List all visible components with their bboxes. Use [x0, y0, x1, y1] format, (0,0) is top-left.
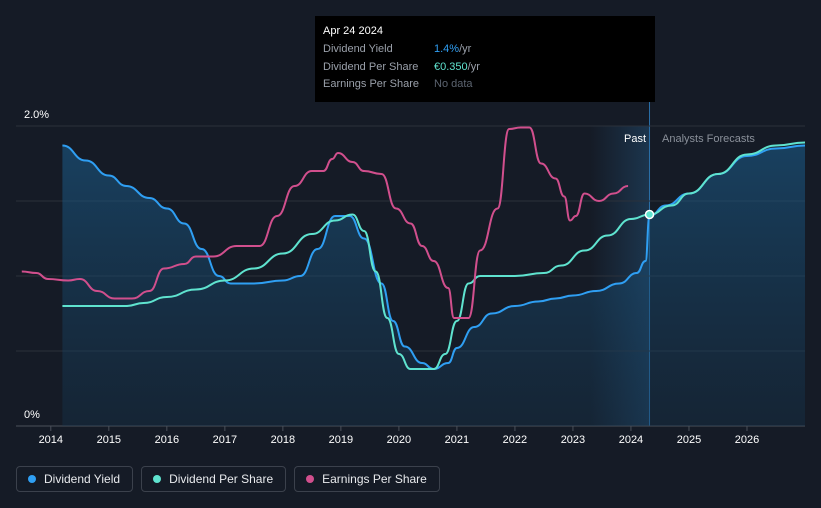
y-tick-bottom: 0% [24, 409, 40, 421]
past-label: Past [624, 133, 646, 145]
dividend-yield-line [62, 144, 806, 371]
tooltip-row-earnings-per-share: Earnings Per Share No data [323, 78, 647, 96]
tooltip-value: €0.350 [434, 60, 468, 73]
legend-dot-icon [28, 475, 36, 483]
x-tick-label: 2026 [735, 434, 759, 446]
dividend-per-share-line [62, 141, 806, 370]
x-tick-label: 2019 [329, 434, 353, 446]
tooltip-date: Apr 24 2024 [323, 25, 383, 37]
tooltip-value: 1.4% [434, 43, 460, 55]
x-tick-label: 2016 [155, 434, 179, 446]
x-tick-label: 2020 [387, 434, 411, 446]
x-tick-label: 2014 [39, 434, 63, 446]
tooltip-label: Earnings Per Share [323, 78, 419, 90]
legend-dot-icon [306, 475, 315, 483]
dividend-yield-area [62, 145, 806, 426]
x-tick-label: 2017 [213, 434, 237, 446]
legend-item-earnings-per-share[interactable]: Earnings Per Share [294, 466, 440, 492]
legend-item-dividend-yield[interactable]: Dividend Yield [16, 466, 134, 492]
tooltip-unit: /yr [459, 43, 472, 55]
x-tick-label: 2018 [271, 434, 295, 446]
x-tick-label: 2022 [503, 434, 527, 446]
forecast-label: Analysts Forecasts [662, 133, 755, 145]
legend-label: Dividend Per Share [169, 472, 274, 486]
x-tick-label: 2015 [97, 434, 121, 446]
tooltip-row-dividend-per-share: Dividend Per Share €0.350 /yr [323, 61, 647, 79]
tooltip-label: Dividend Per Share [323, 60, 419, 73]
x-tick-label: 2025 [677, 434, 701, 446]
x-tick-label: 2024 [619, 434, 643, 446]
tooltip-unit: /yr [467, 60, 480, 73]
tooltip-row-dividend-yield: Dividend Yield 1.4% /yr [323, 43, 647, 61]
legend-label: Earnings Per Share [322, 472, 427, 486]
tooltip-value: No data [434, 78, 473, 90]
x-tick-label: 2021 [445, 434, 469, 446]
x-tick-label: 2023 [561, 434, 585, 446]
legend-label: Dividend Yield [44, 472, 121, 486]
chart-legend: Dividend Yield Dividend Per Share Earnin… [16, 466, 440, 492]
y-tick-top: 2.0% [24, 109, 49, 121]
earnings-per-share-line [21, 126, 629, 319]
legend-item-dividend-per-share[interactable]: Dividend Per Share [141, 466, 287, 492]
legend-dot-icon [153, 475, 162, 483]
hover-marker [644, 209, 655, 220]
hover-tooltip: Apr 24 2024 Dividend Yield 1.4% /yr Divi… [315, 16, 655, 102]
tooltip-label: Dividend Yield [323, 43, 393, 55]
